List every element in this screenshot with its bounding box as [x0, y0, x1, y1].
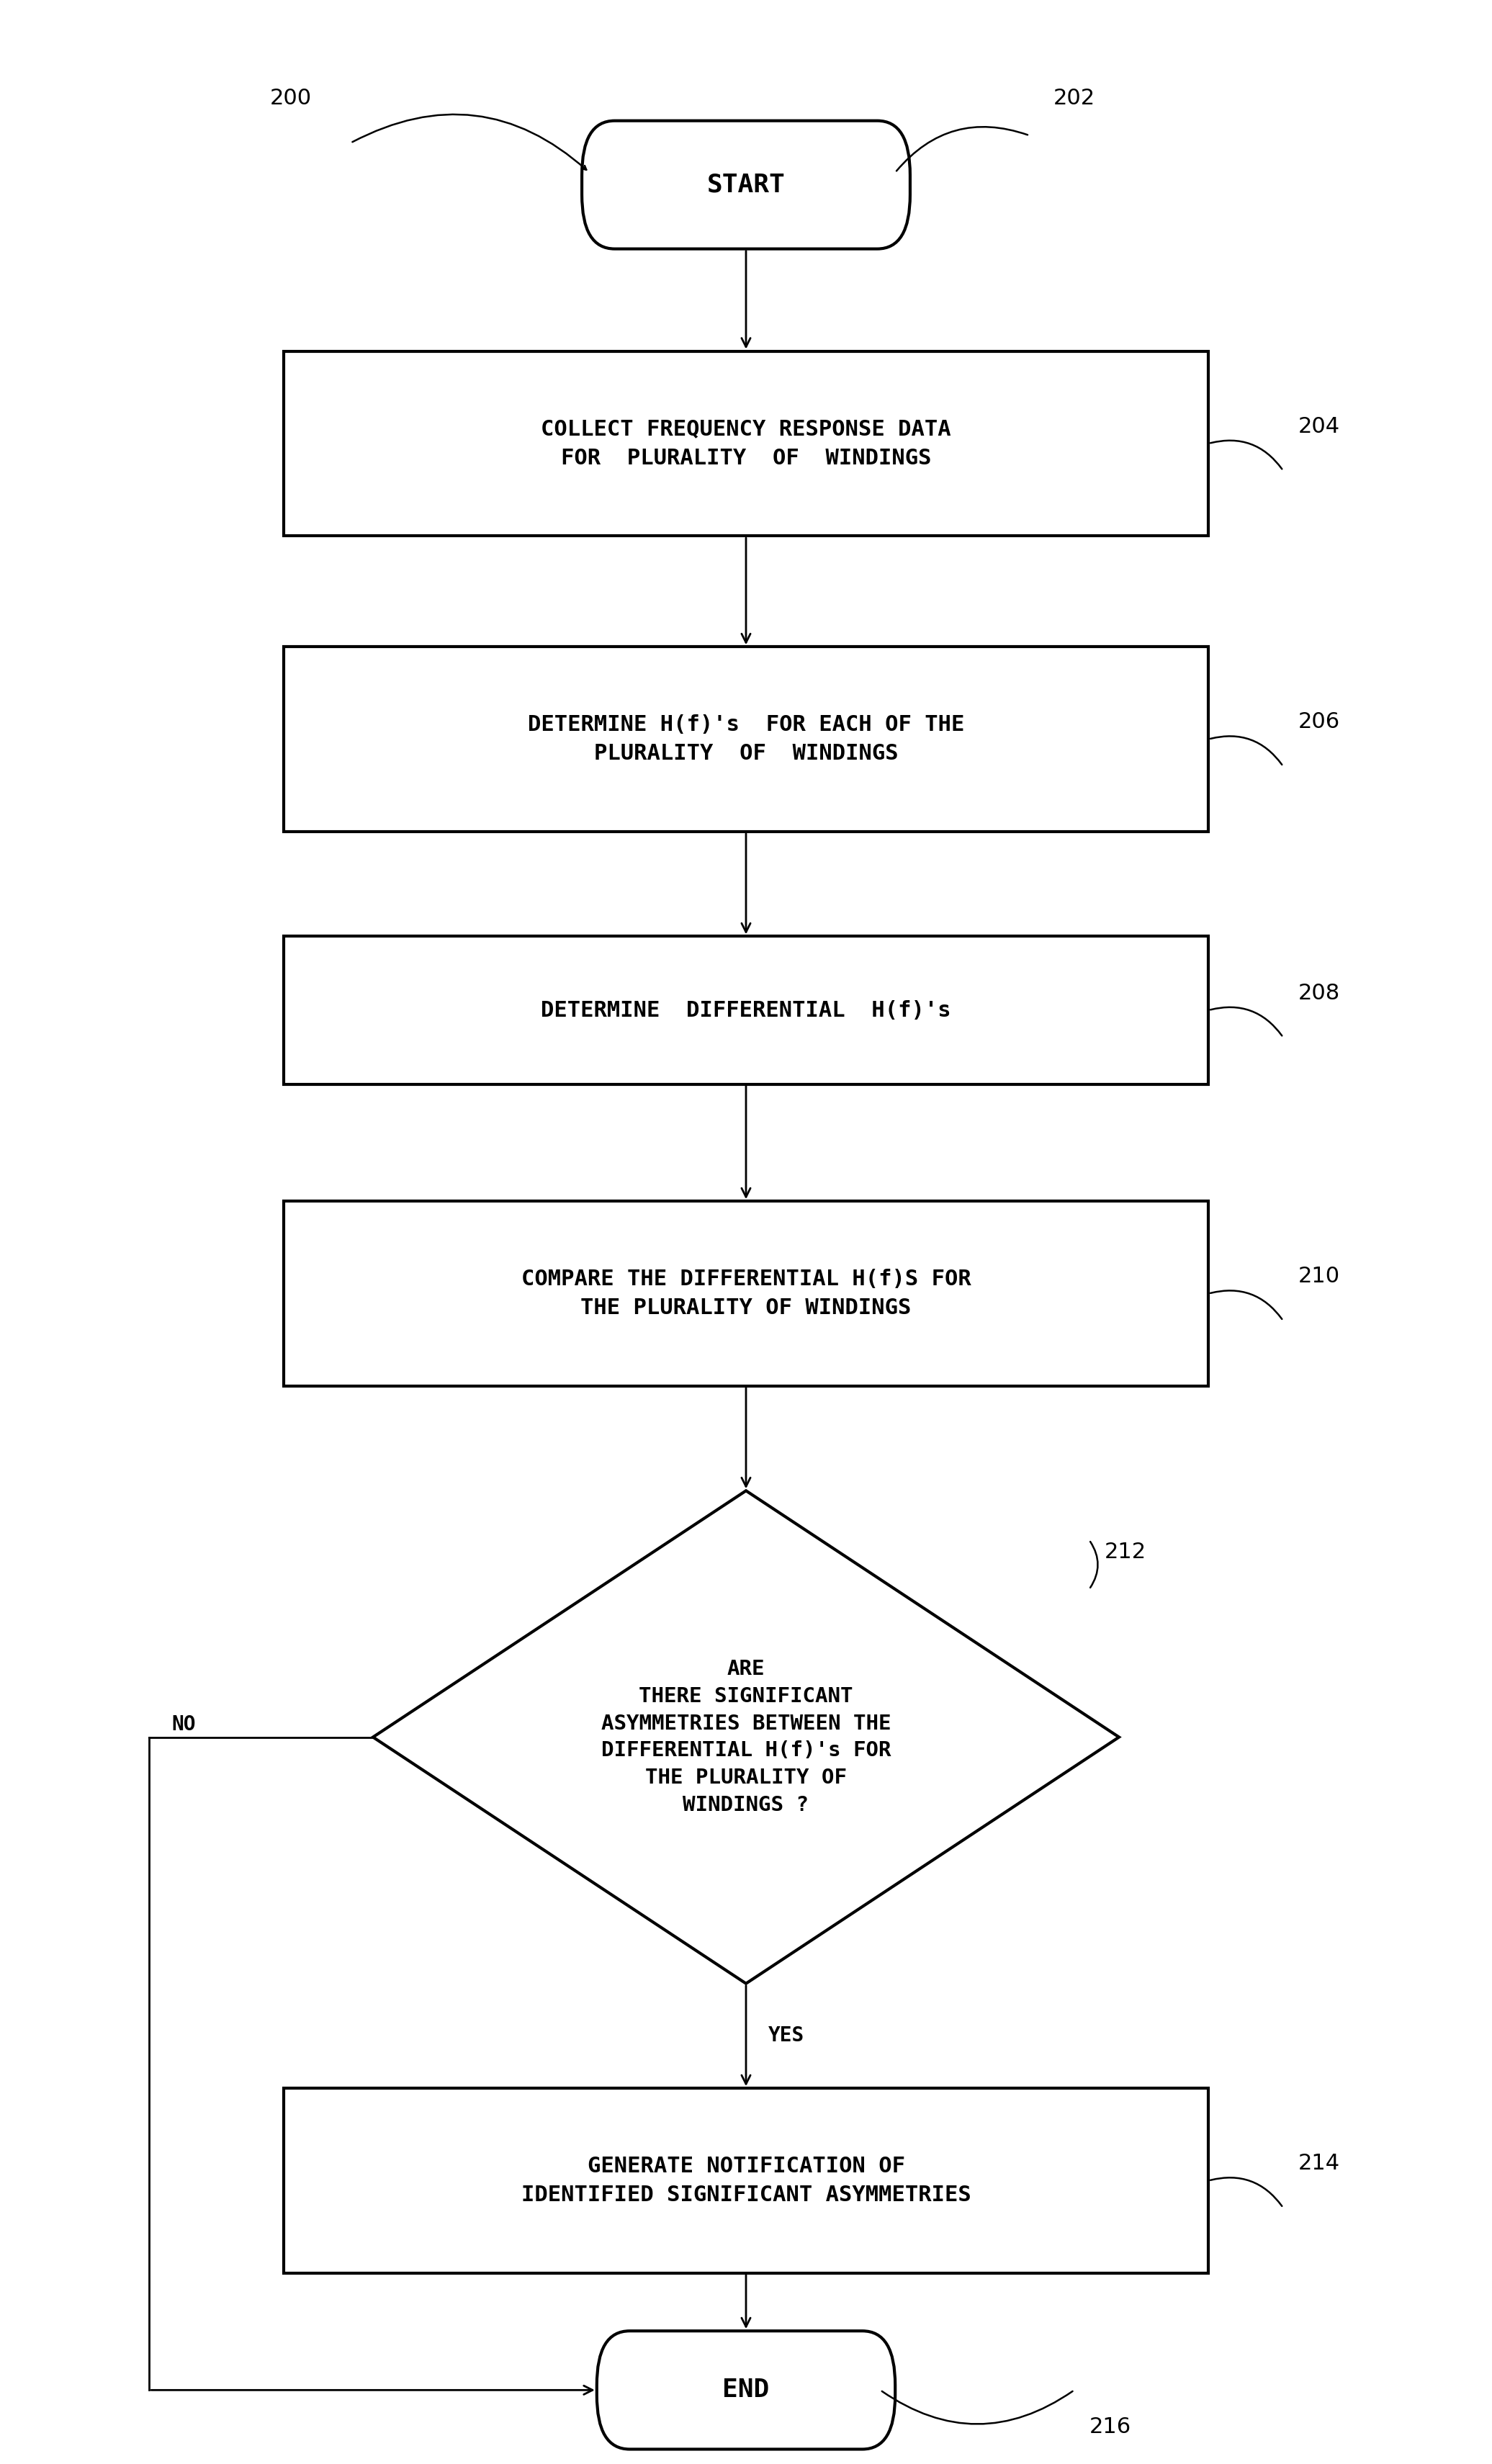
Text: 208: 208 [1298, 983, 1340, 1003]
Text: 216: 216 [1089, 2417, 1131, 2437]
Text: YES: YES [768, 2025, 804, 2045]
Text: COMPARE THE DIFFERENTIAL H(f)S FOR
THE PLURALITY OF WINDINGS: COMPARE THE DIFFERENTIAL H(f)S FOR THE P… [521, 1269, 971, 1318]
Polygon shape [373, 1491, 1119, 1984]
Text: DETERMINE H(f)'s  FOR EACH OF THE
PLURALITY  OF  WINDINGS: DETERMINE H(f)'s FOR EACH OF THE PLURALI… [528, 715, 964, 764]
FancyBboxPatch shape [582, 121, 910, 249]
Text: 212: 212 [1104, 1542, 1146, 1562]
Text: 200: 200 [270, 89, 312, 108]
Text: GENERATE NOTIFICATION OF
IDENTIFIED SIGNIFICANT ASYMMETRIES: GENERATE NOTIFICATION OF IDENTIFIED SIGN… [521, 2156, 971, 2205]
Text: ARE
THERE SIGNIFICANT
ASYMMETRIES BETWEEN THE
DIFFERENTIAL H(f)'s FOR
THE PLURAL: ARE THERE SIGNIFICANT ASYMMETRIES BETWEE… [601, 1658, 891, 1816]
Bar [283, 648, 1209, 833]
FancyBboxPatch shape [597, 2331, 895, 2449]
Text: END: END [722, 2378, 770, 2402]
Text: 202: 202 [1053, 89, 1095, 108]
Text: START: START [707, 172, 785, 197]
Text: 210: 210 [1298, 1266, 1340, 1286]
Bar [283, 352, 1209, 537]
Text: DETERMINE  DIFFERENTIAL  H(f)'s: DETERMINE DIFFERENTIAL H(f)'s [542, 1000, 950, 1020]
Bar [283, 2089, 1209, 2272]
Text: 204: 204 [1298, 416, 1340, 436]
Text: 206: 206 [1298, 712, 1340, 732]
Text: COLLECT FREQUENCY RESPONSE DATA
FOR  PLURALITY  OF  WINDINGS: COLLECT FREQUENCY RESPONSE DATA FOR PLUR… [542, 419, 950, 468]
Text: 214: 214 [1298, 2154, 1340, 2173]
Text: NO: NO [172, 1715, 195, 1735]
Bar [283, 936, 1209, 1084]
Bar [283, 1202, 1209, 1385]
